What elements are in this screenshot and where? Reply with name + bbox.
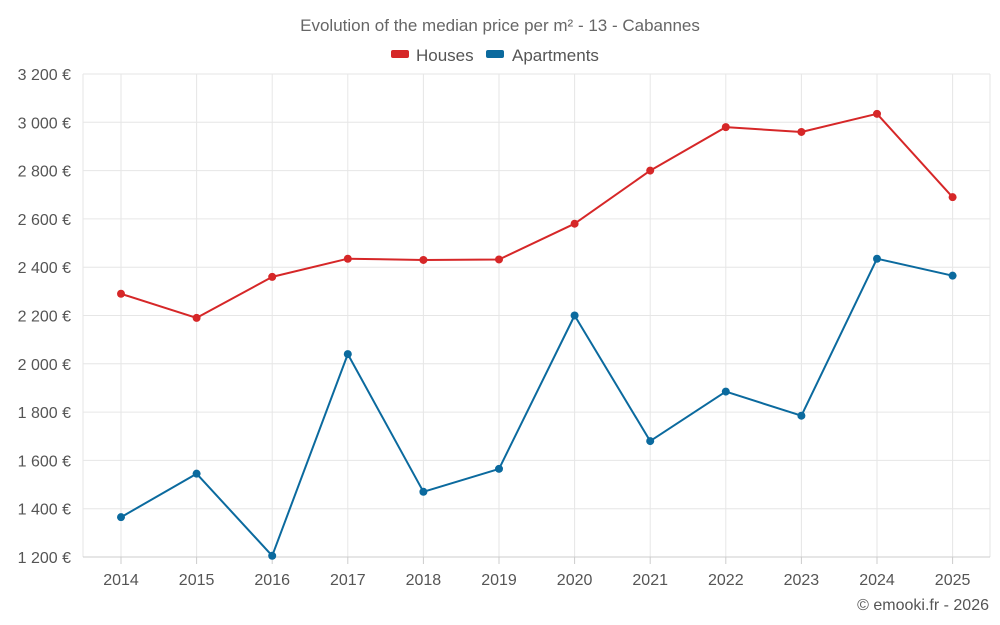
y-axis-tick-labels: 1 200 € 1 400 € 1 600 € 1 800 € 2 000 € 2 200…: [18, 67, 71, 567]
data-point-apartments-2019[interactable]: [495, 464, 503, 473]
x-tick-label: 2017: [330, 572, 366, 589]
x-tick-label: 2016: [254, 572, 290, 589]
y-tick-label: 2 200 €: [18, 309, 71, 326]
data-point-houses-2022[interactable]: [721, 123, 730, 132]
data-point-houses-2016[interactable]: [268, 272, 277, 281]
legend-swatch-apartments: [486, 50, 504, 58]
data-point-apartments-2025[interactable]: [948, 271, 957, 280]
legend-label-apartments: Apartments: [512, 46, 599, 65]
data-point-houses-2025[interactable]: [948, 193, 957, 202]
x-tick-label: 2019: [481, 572, 517, 589]
x-tick-label: 2025: [935, 572, 971, 589]
y-tick-label: 3 200 €: [18, 67, 71, 84]
x-tick-label: 2014: [103, 572, 139, 589]
legend: Houses Apartments: [391, 46, 599, 65]
data-point-houses-2018[interactable]: [419, 255, 428, 264]
series-points: [117, 109, 957, 560]
data-point-apartments-2020[interactable]: [570, 311, 579, 320]
data-point-apartments-2023[interactable]: [797, 411, 806, 420]
legend-swatch-houses: [391, 50, 409, 58]
data-point-houses-2015[interactable]: [192, 313, 201, 322]
y-tick-label: 1 400 €: [18, 502, 71, 519]
x-tick-label: 2022: [708, 572, 744, 589]
y-tick-label: 2 800 €: [18, 164, 71, 181]
legend-item-houses[interactable]: Houses: [391, 46, 474, 65]
x-tick-label: 2024: [859, 572, 895, 589]
y-tick-label: 2 600 €: [18, 212, 71, 229]
data-point-apartments-2022[interactable]: [721, 387, 730, 396]
y-tick-label: 3 000 €: [18, 115, 71, 132]
x-tick-label: 2020: [557, 572, 593, 589]
y-tick-label: 1 200 €: [18, 550, 71, 567]
data-point-houses-2019[interactable]: [495, 255, 503, 264]
credit-text: © emooki.fr - 2026: [857, 597, 989, 614]
x-tick-label: 2018: [406, 572, 442, 589]
x-gridlines: [82, 74, 991, 564]
series-line-apartments: [120, 257, 954, 557]
legend-item-apartments[interactable]: Apartments: [486, 46, 599, 65]
data-point-apartments-2024[interactable]: [873, 254, 881, 263]
data-point-houses-2024[interactable]: [873, 109, 881, 118]
data-point-apartments-2014[interactable]: [117, 513, 125, 522]
data-point-apartments-2016[interactable]: [268, 551, 277, 560]
y-tick-label: 2 400 €: [18, 260, 71, 277]
legend-label-houses: Houses: [416, 46, 474, 65]
data-point-houses-2023[interactable]: [797, 127, 806, 136]
data-point-houses-2020[interactable]: [570, 219, 579, 228]
data-point-houses-2017[interactable]: [343, 254, 352, 263]
x-tick-label: 2021: [632, 572, 668, 589]
data-point-houses-2021[interactable]: [646, 166, 655, 175]
series-lines: [120, 112, 954, 557]
data-point-houses-2014[interactable]: [117, 289, 125, 298]
x-tick-label: 2023: [784, 572, 820, 589]
chart-title: Evolution of the median price per m² - 1…: [300, 16, 700, 35]
data-point-apartments-2017[interactable]: [343, 350, 352, 359]
data-point-apartments-2021[interactable]: [646, 437, 655, 446]
series-line-houses: [120, 112, 954, 319]
y-tick-label: 2 000 €: [18, 357, 71, 374]
y-tick-label: 1 600 €: [18, 453, 71, 470]
x-tick-label: 2015: [179, 572, 215, 589]
y-gridlines: [83, 73, 990, 510]
data-point-apartments-2018[interactable]: [419, 487, 428, 496]
x-axis-tick-labels: 2014 2015 2016 2017 2018 2019 2020 2021 2022 2023…: [103, 572, 970, 589]
data-point-apartments-2015[interactable]: [192, 469, 201, 478]
y-tick-label: 1 800 €: [18, 405, 71, 422]
